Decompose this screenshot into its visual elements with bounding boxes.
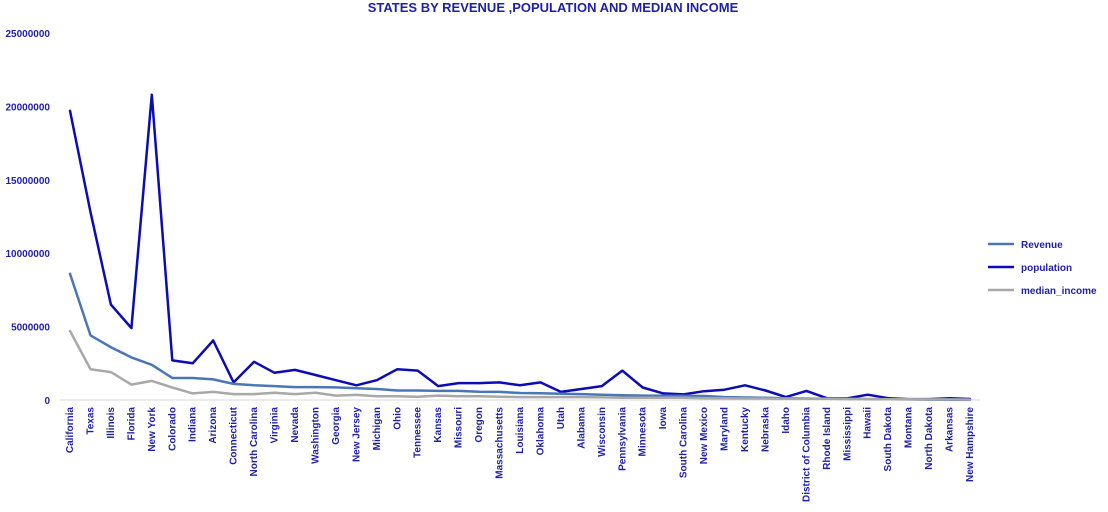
x-tick-label: Kansas [433,407,444,443]
y-tick-label: 5000000 [11,323,50,334]
x-tick-label: Florida [126,407,137,441]
x-tick-label: Indiana [188,407,199,442]
x-tick-label: New York [147,407,158,452]
x-tick-label: Kentucky [740,407,751,452]
x-axis: California Texas Illinois Florida New York Co… [60,399,980,502]
x-tick-label: Colorado [167,407,178,451]
x-tick-label: North Carolina [249,407,260,477]
x-tick-label: Hawaii [863,407,874,439]
series-line-population [68,93,972,401]
x-tick-label: Maryland [720,407,731,451]
x-tick-label: Washington [310,407,321,464]
x-tick-label: Missouri [454,407,465,448]
x-tick-label: Minnesota [638,407,649,457]
x-tick-label: South Dakota [883,407,894,472]
x-tick-label: Arkansas [945,407,956,452]
y-tick-label: 15000000 [6,176,51,187]
y-tick-label: 20000000 [6,102,51,113]
x-tick-label: District of Columbia [801,407,812,502]
x-tick-label: Michigan [372,407,383,450]
x-tick-label: California [65,407,76,454]
x-tick-label: Montana [904,407,915,449]
legend-label: Revenue [1021,240,1063,251]
x-tick-label: South Carolina [679,407,690,479]
y-axis: 0 5000000 10000000 15000000 20000000 25000000 [6,29,51,407]
legend-label: population [1021,263,1072,274]
x-tick-label: Nevada [290,407,301,443]
x-tick-label: Louisiana [515,407,526,454]
x-tick-label: Rhode Island [822,407,833,470]
x-tick-label: North Dakota [924,407,935,470]
x-tick-label: Massachusetts [495,407,506,479]
x-tick-label: Texas [85,407,96,435]
x-tick-label: Oklahoma [535,407,546,456]
x-tick-label: Utah [556,407,567,429]
x-tick-label: Idaho [781,407,792,434]
x-tick-label: Wisconsin [597,407,608,457]
y-tick-label: 10000000 [6,249,51,260]
series-lines [68,93,972,402]
legend: Revenue population median_income [988,240,1097,297]
legend-label: median_income [1021,286,1097,297]
y-tick-label: 25000000 [6,29,51,40]
x-tick-label: Illinois [106,407,117,439]
x-tick-label: Virginia [270,407,281,444]
x-tick-label: Arizona [208,407,219,444]
chart-title: STATES BY REVENUE ,POPULATION AND MEDIAN… [368,0,739,15]
series-line-revenue [68,272,972,402]
x-tick-label: Nebraska [760,407,771,452]
series-line-median-income [68,329,972,401]
x-tick-label: Oregon [474,407,485,443]
x-tick-label: New Hampshire [965,407,976,482]
y-tick-label: 0 [44,396,50,407]
x-tick-label: Mississippi [842,407,853,461]
x-tick-label: Georgia [331,407,342,445]
x-tick-label: New Jersey [351,407,362,462]
x-tick-label: Connecticut [229,406,240,464]
x-tick-label: Tennessee [413,407,424,458]
x-tick-label: Pennsylvania [617,407,628,471]
x-tick-label: Ohio [392,407,403,430]
x-tick-label: Alabama [576,407,587,449]
x-tick-label: New Mexico [699,407,710,464]
x-tick-label: Iowa [658,407,669,430]
